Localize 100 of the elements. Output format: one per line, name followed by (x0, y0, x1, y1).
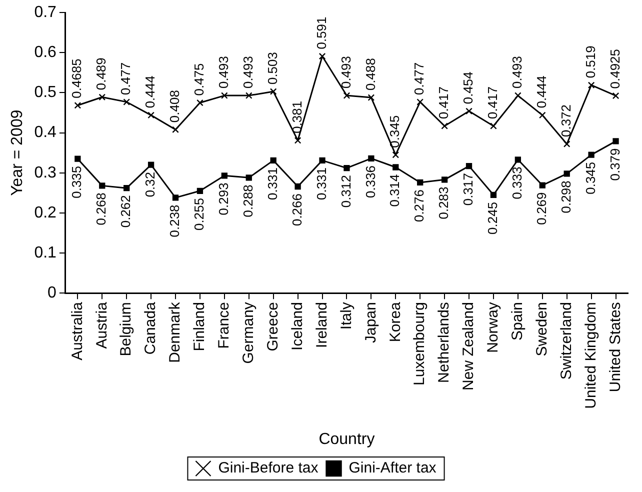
x-tick-label: Switzerland (558, 302, 575, 380)
point (563, 140, 570, 148)
x-tick-label: Greece (264, 302, 282, 352)
data-label: 0.336 (362, 165, 378, 198)
data-label: 0.417 (436, 86, 452, 119)
data-label: 0.314 (387, 174, 402, 207)
point (466, 162, 472, 170)
data-label: 0.477 (118, 62, 134, 95)
x-tick-label: Denmark (166, 302, 184, 363)
point (74, 156, 81, 162)
point (344, 164, 350, 172)
data-label: 0.293 (216, 182, 232, 216)
data-label: 0.333 (510, 166, 525, 200)
data-label: 0.331 (264, 167, 280, 200)
data-label: 0.266 (289, 193, 304, 226)
y-tick-label: 0.1 (34, 244, 57, 262)
x-tick-label: Japan (362, 302, 380, 343)
point (490, 192, 497, 198)
x-tick-label: Luxembourg (411, 302, 428, 386)
point (588, 152, 594, 158)
point (270, 88, 277, 95)
y-tick-label: 0.7 (34, 4, 57, 22)
point (392, 151, 400, 158)
x-tick-label: Sweden (534, 302, 551, 356)
y-tick-label: 0.2 (34, 204, 57, 222)
point (172, 126, 179, 134)
data-label: 0.345 (582, 162, 598, 194)
legend-label: Gini-After tax (348, 460, 437, 477)
x-tick-label: Netherlands (436, 302, 453, 383)
point (539, 182, 546, 188)
legend-label: Gini-Before tax (218, 460, 319, 477)
x-tick-label: Canada (142, 301, 160, 355)
point (294, 183, 301, 190)
data-label: 0.255 (192, 198, 207, 230)
point (124, 185, 130, 192)
data-label: 0.477 (412, 62, 427, 95)
y-tick-label: 0.6 (34, 44, 57, 62)
data-label: 0.444 (142, 76, 158, 108)
data-label: 0.245 (485, 202, 500, 234)
x-axis-title: Country (318, 430, 375, 448)
point (441, 122, 448, 130)
y-tick-label: 0.4 (34, 124, 57, 142)
data-label: 0.262 (118, 195, 134, 228)
data-label: 0.32 (142, 172, 158, 198)
data-label: 0.4925 (607, 48, 622, 89)
point (441, 176, 448, 183)
data-label: 0.519 (582, 46, 598, 78)
point (148, 162, 154, 168)
y-tick-label: 0.3 (34, 164, 57, 182)
data-label: 0.335 (69, 166, 84, 198)
data-label: 0.475 (192, 63, 207, 96)
point (74, 102, 82, 109)
point (221, 92, 228, 99)
y-tick-label: 0.5 (34, 84, 57, 102)
point (588, 82, 595, 89)
point (245, 92, 252, 99)
point (99, 182, 106, 189)
point (319, 157, 326, 164)
point (246, 174, 252, 181)
point (490, 122, 497, 130)
x-tick-label: France (216, 302, 233, 349)
point (123, 98, 130, 106)
x-tick-label: New Zealand (460, 302, 478, 390)
data-label: 0.238 (167, 204, 182, 238)
data-label: 0.331 (314, 167, 329, 200)
x-tick-label: Italy (338, 302, 355, 330)
data-label: 0.283 (436, 186, 452, 220)
data-label: 0.298 (558, 180, 574, 214)
point (343, 92, 350, 99)
x-tick-label: United States (606, 302, 624, 392)
point (98, 94, 106, 101)
point (466, 108, 472, 115)
x-tick-label: United Kingdom (582, 302, 600, 409)
x-tick-label: Ireland (313, 302, 330, 348)
data-label: 0.312 (338, 175, 354, 208)
x-tick-label: Austria (93, 301, 110, 349)
x-tick-label: Norway (484, 302, 502, 353)
point (368, 94, 375, 101)
point (270, 157, 276, 164)
point (564, 170, 570, 177)
data-label: 0.503 (264, 52, 280, 85)
data-label: 0.417 (485, 86, 500, 119)
data-label: 0.591 (314, 16, 329, 50)
x-tick-label: Finland (191, 302, 208, 352)
point (612, 92, 620, 100)
data-label: 0.454 (460, 72, 476, 104)
point (294, 136, 302, 144)
point (514, 92, 522, 99)
data-label: 0.268 (94, 192, 109, 226)
data-label: 0.372 (558, 104, 574, 138)
data-label: 0.493 (240, 56, 256, 89)
data-label: 0.493 (510, 56, 525, 89)
y-axis-title: Year = 2009 (9, 110, 26, 196)
point (612, 138, 619, 144)
x-tick-label: Iceland (288, 302, 306, 350)
data-label: 0.488 (362, 58, 378, 91)
point (148, 112, 154, 119)
x-tick-label: Korea (386, 301, 404, 342)
x-tick-label: Australia (68, 301, 86, 360)
point (196, 99, 204, 106)
